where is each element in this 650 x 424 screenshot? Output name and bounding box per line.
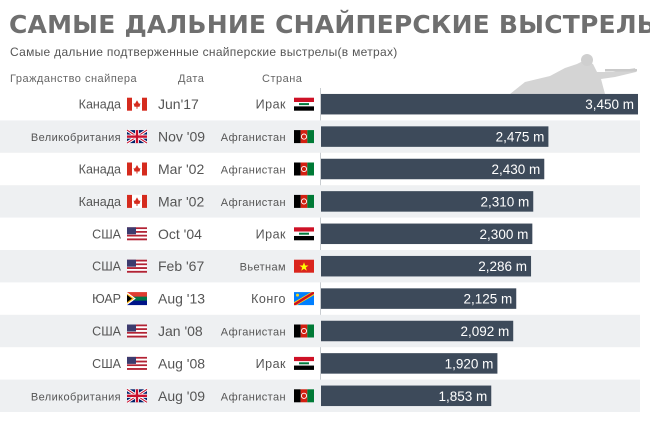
table-row: Канада Mar '02 Афганистан 2,430 m <box>79 158 545 180</box>
afghanistan-flag-icon <box>294 389 314 403</box>
row-background <box>0 379 640 412</box>
uk-flag-icon <box>126 128 148 145</box>
header-citizenship: Гражданство снайпера <box>10 73 138 85</box>
value-label: 2,475 m <box>496 130 545 145</box>
usa-flag-icon <box>127 227 147 241</box>
header-country: Страна <box>262 73 303 85</box>
usa-flag-icon <box>127 356 147 370</box>
bar <box>321 223 533 245</box>
country-label: Ирак <box>256 227 286 241</box>
canada-flag-icon <box>127 162 147 176</box>
usa-flag-icon <box>127 324 147 338</box>
bar <box>321 385 492 407</box>
value-label: 1,853 m <box>438 389 487 404</box>
citizenship-label: Канада <box>79 195 121 209</box>
date-label: Aug '13 <box>158 291 205 307</box>
value-label: 2,125 m <box>463 292 512 307</box>
bar <box>321 191 534 212</box>
chart-title: САМЫЕ ДАЛЬНИЕ СНАЙПЕРСКИЕ ВЫСТРЕЛЫ <box>9 10 650 39</box>
chart-subtitle: Самые дальние подтверженные снайперские … <box>10 45 398 59</box>
date-label: Mar '02 <box>158 161 204 177</box>
table-row: Канада Jun'17 Ирак 3,450 m <box>79 93 638 115</box>
date-label: Feb '67 <box>158 258 204 274</box>
value-label: 2,286 m <box>478 259 527 274</box>
country-label: Ирак <box>256 357 286 371</box>
bar <box>321 320 514 342</box>
country-label: Афганистан <box>221 197 286 209</box>
usa-flag-icon <box>127 259 147 273</box>
table-row: ЮАР Aug '13 Конго 2,125 m <box>92 288 517 309</box>
dr-congo-flag-icon <box>294 292 314 306</box>
country-label: Конго <box>251 292 286 306</box>
bar <box>321 255 532 277</box>
citizenship-label: Великобритания <box>31 391 121 403</box>
row-background <box>0 250 640 283</box>
citizenship-label: ЮАР <box>92 292 121 306</box>
citizenship-label: США <box>92 357 121 371</box>
date-label: Nov '09 <box>158 129 205 145</box>
citizenship-label: США <box>92 260 121 274</box>
value-label: 2,310 m <box>480 194 529 209</box>
row-background <box>0 314 640 348</box>
country-label: Афганистан <box>221 391 286 403</box>
citizenship-label: Великобритания <box>31 132 121 144</box>
bar <box>321 126 549 147</box>
axis-divider <box>320 88 321 410</box>
south-africa-flag-icon <box>127 292 147 306</box>
date-label: Oct '04 <box>158 226 202 242</box>
bar <box>321 288 517 309</box>
afghanistan-flag-icon <box>294 130 314 144</box>
table-row: США Feb '67 Вьетнам 2,286 m <box>0 250 640 283</box>
bar <box>321 353 498 374</box>
canada-flag-icon <box>127 194 147 208</box>
table-row: Канада Mar '02 Афганистан 2,310 m <box>0 185 640 218</box>
country-label: Афганистан <box>221 327 286 339</box>
value-label: 1,920 m <box>445 356 494 371</box>
bar <box>321 93 638 115</box>
table-row: США Oct '04 Ирак 2,300 m <box>92 223 533 245</box>
row-background <box>0 185 640 218</box>
iraq-flag-icon <box>294 227 314 241</box>
value-label: 3,450 m <box>585 97 634 112</box>
value-label: 2,092 m <box>460 324 509 339</box>
date-label: Aug '09 <box>158 388 205 404</box>
header-date: Дата <box>178 73 205 85</box>
table-row: США Jan '08 Афганистан 2,092 m <box>0 314 640 348</box>
table-row: США Aug '08 Ирак 1,920 m <box>92 353 498 374</box>
iraq-flag-icon <box>294 356 314 370</box>
country-label: Ирак <box>256 98 286 112</box>
value-label: 2,300 m <box>480 227 529 242</box>
sniper-silhouette-icon <box>510 54 637 94</box>
date-label: Aug '08 <box>158 355 205 371</box>
citizenship-label: Канада <box>79 98 121 112</box>
country-label: Вьетнам <box>240 262 286 274</box>
citizenship-label: США <box>92 227 121 241</box>
table-row: Великобритания Nov '09 Афганистан 2,475 m <box>0 120 640 153</box>
afghanistan-flag-icon <box>294 324 314 338</box>
afghanistan-flag-icon <box>294 162 314 176</box>
date-label: Jun'17 <box>158 96 199 112</box>
country-label: Афганистан <box>221 165 286 177</box>
bar <box>321 158 545 180</box>
vietnam-flag-icon <box>294 259 314 273</box>
date-label: Mar '02 <box>158 193 204 209</box>
value-label: 2,430 m <box>491 162 540 177</box>
iraq-flag-icon <box>294 97 314 111</box>
citizenship-label: США <box>92 325 121 339</box>
date-label: Jan '08 <box>158 323 203 339</box>
canada-flag-icon <box>127 97 147 111</box>
table-row: Великобритания Aug '09 Афганистан 1,853 m <box>0 379 640 412</box>
citizenship-label: Канада <box>79 163 121 177</box>
uk-flag-icon <box>126 388 148 404</box>
afghanistan-flag-icon <box>294 194 314 208</box>
country-label: Афганистан <box>221 132 286 144</box>
